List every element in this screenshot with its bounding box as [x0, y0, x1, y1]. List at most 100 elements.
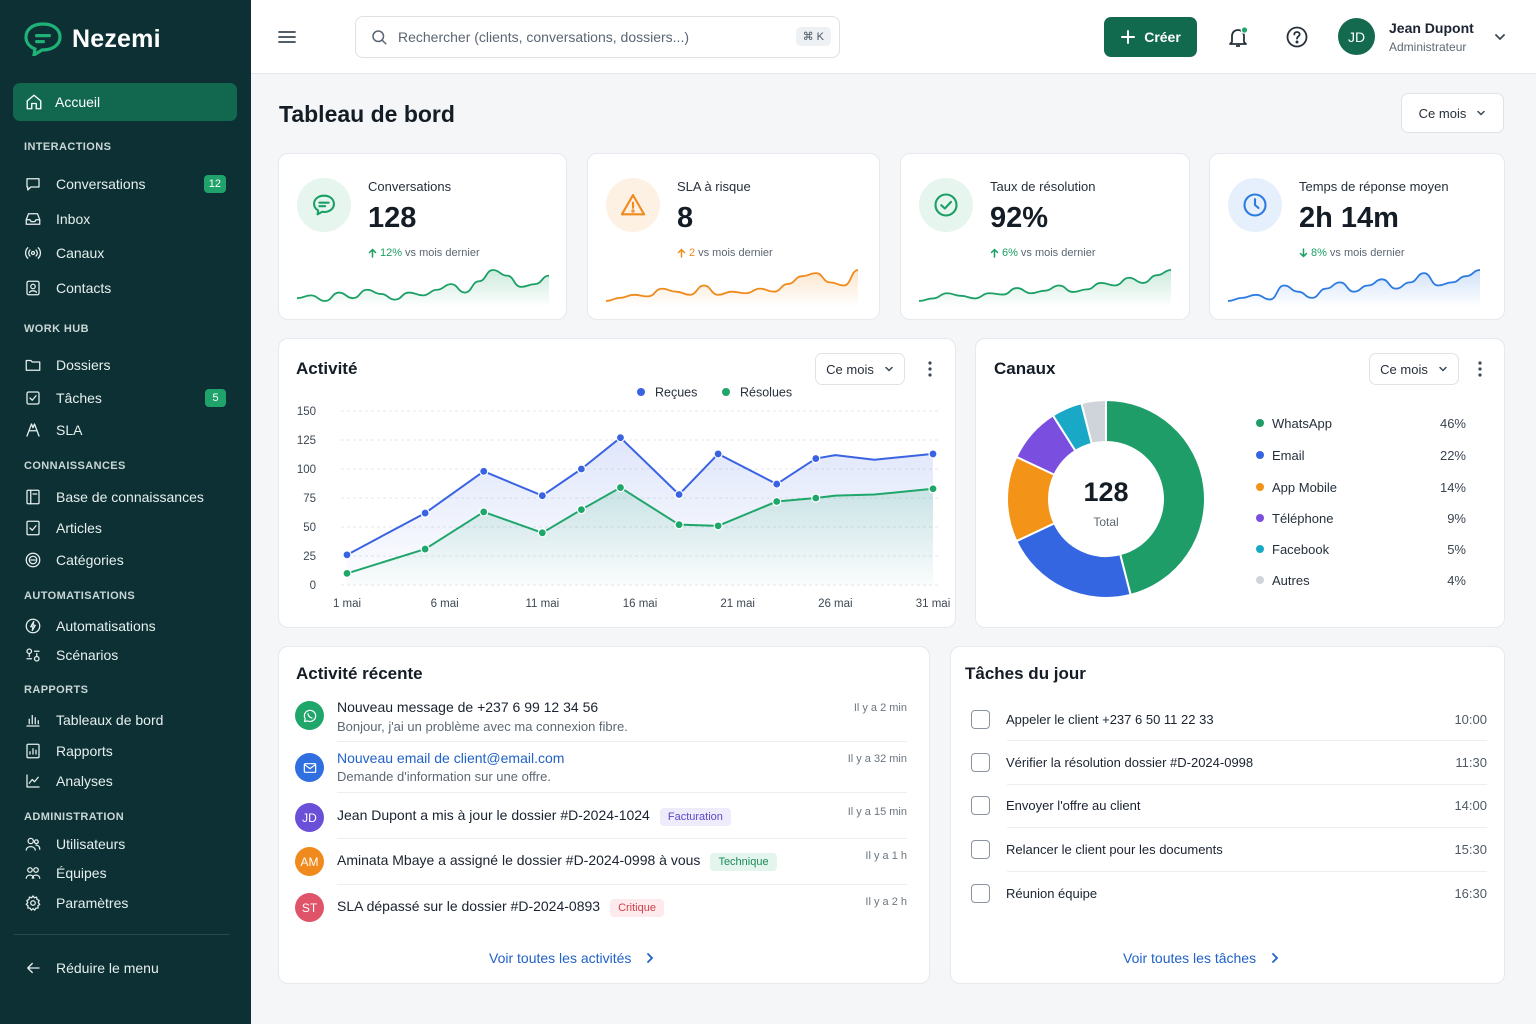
kpi-value: 128: [368, 202, 417, 234]
task-checkbox[interactable]: [971, 752, 990, 772]
kpi-icon-badge: [919, 178, 973, 232]
kpi-card[interactable]: Temps de réponse moyen 2h 14m 8% vs mois …: [1209, 153, 1505, 320]
clock-icon: [1243, 193, 1267, 217]
user-avatar[interactable]: JD: [1338, 18, 1375, 55]
sidebar-item-utilisateurs[interactable]: Utilisateurs: [24, 832, 226, 856]
activity-item[interactable]: JD Jean Dupont a mis à jour le dossier #…: [295, 803, 907, 843]
data-point[interactable]: [342, 568, 352, 578]
data-point[interactable]: [772, 479, 782, 489]
sidebar-item-rapports[interactable]: Rapports: [24, 739, 226, 763]
data-point[interactable]: [811, 453, 821, 464]
sidebar-item-tableaux-de-bord[interactable]: Tableaux de bord: [24, 708, 226, 732]
sidebar-item-equipes[interactable]: Équipes: [24, 861, 226, 885]
data-point[interactable]: [713, 521, 723, 531]
channel-legend-item[interactable]: App Mobile 14%: [1256, 477, 1466, 497]
channels-period-select[interactable]: Ce mois: [1369, 353, 1459, 385]
data-point[interactable]: [674, 520, 684, 530]
data-point[interactable]: [928, 484, 938, 494]
sidebar-item-inbox[interactable]: Inbox: [24, 207, 226, 231]
task-item[interactable]: Appeler le client +237 6 50 11 22 33 10:…: [971, 707, 1487, 731]
task-checkbox[interactable]: [971, 795, 990, 815]
more-options-icon[interactable]: [922, 360, 938, 378]
donut-slice[interactable]: [1015, 521, 1132, 599]
sidebar-item-label: Tableaux de bord: [56, 712, 164, 728]
data-point[interactable]: [420, 508, 430, 518]
activity-title-row: Aminata Mbaye a assigné le dossier #D-20…: [337, 852, 777, 871]
data-point[interactable]: [713, 449, 723, 459]
sidebar-item-contacts[interactable]: Contacts: [24, 276, 226, 300]
arrow-left-icon: [27, 962, 40, 974]
row-divider: [337, 884, 907, 885]
activity-item[interactable]: Nouveau email de client@email.com Demand…: [295, 750, 907, 790]
channel-legend-item[interactable]: Email 22%: [1256, 445, 1466, 465]
sidebar-item-taches[interactable]: Tâches 5: [24, 386, 226, 410]
data-point[interactable]: [576, 505, 586, 515]
sidebar-item-canaux[interactable]: Canaux: [24, 241, 226, 265]
channel-legend-item[interactable]: Facebook 5%: [1256, 539, 1466, 559]
kpi-card[interactable]: SLA à risque 8 2 vs mois dernier: [587, 153, 880, 320]
task-checkbox[interactable]: [971, 883, 990, 903]
activity-period-select[interactable]: Ce mois: [815, 353, 905, 385]
activity-item[interactable]: AM Aminata Mbaye a assigné le dossier #D…: [295, 847, 907, 887]
task-checkbox[interactable]: [971, 839, 990, 859]
sidebar-item-categories[interactable]: Catégories: [24, 548, 226, 572]
donut-slice[interactable]: [1080, 399, 1107, 446]
data-point[interactable]: [576, 464, 586, 474]
sidebar-item-conversations[interactable]: Conversations 12: [24, 172, 226, 196]
search-bar[interactable]: ⌘ K: [355, 16, 840, 58]
task-time: 11:30: [1455, 754, 1487, 770]
data-point[interactable]: [615, 482, 626, 493]
data-point[interactable]: [615, 433, 626, 443]
data-point[interactable]: [674, 489, 684, 500]
sidebar-item-sla[interactable]: SLA: [24, 418, 226, 442]
task-item[interactable]: Réunion équipe 16:30: [971, 881, 1487, 905]
menu-icon[interactable]: [277, 27, 297, 47]
sidebar-item-analyses[interactable]: Analyses: [24, 769, 226, 793]
donut-slice[interactable]: [1105, 399, 1206, 597]
channel-legend-item[interactable]: WhatsApp 46%: [1256, 413, 1466, 433]
task-item[interactable]: Vérifier la résolution dossier #D-2024-0…: [971, 750, 1487, 774]
bell-icon[interactable]: [1226, 25, 1250, 49]
more-options-icon[interactable]: [1472, 360, 1488, 378]
task-item[interactable]: Envoyer l'offre au client 14:00: [971, 793, 1487, 817]
help-icon[interactable]: [1285, 25, 1309, 49]
kpi-card[interactable]: Conversations 128 12% vs mois dernier: [278, 153, 567, 320]
sidebar-item-scenarios[interactable]: Scénarios: [24, 643, 226, 667]
activity-item[interactable]: Nouveau message de +237 6 99 12 34 56 Bo…: [295, 699, 907, 739]
sidebar-section-title: AUTOMATISATIONS: [24, 590, 136, 602]
kpi-icon-badge: [1228, 178, 1282, 232]
period-select[interactable]: Ce mois: [1401, 93, 1504, 133]
data-point[interactable]: [772, 496, 782, 507]
task-checkbox[interactable]: [971, 709, 990, 729]
create-button[interactable]: Créer: [1104, 17, 1197, 57]
sidebar-item-accueil[interactable]: Accueil: [13, 83, 237, 121]
sidebar-item-automatisations[interactable]: Automatisations: [24, 614, 226, 638]
channel-legend-item[interactable]: Autres 4%: [1256, 570, 1466, 590]
legend-marker: [1256, 451, 1264, 459]
collapse-menu-button[interactable]: Réduire le menu: [24, 956, 226, 980]
sidebar-item-parametres[interactable]: Paramètres: [24, 891, 226, 915]
kpi-card[interactable]: Taux de résolution 92% 6% vs mois dernier: [900, 153, 1190, 320]
data-point[interactable]: [420, 544, 430, 554]
channel-legend-item[interactable]: Téléphone 9%: [1256, 508, 1466, 528]
data-point[interactable]: [342, 550, 352, 560]
activity-item[interactable]: ST SLA dépassé sur le dossier #D-2024-08…: [295, 893, 907, 933]
sidebar-item-dossiers[interactable]: Dossiers: [24, 353, 226, 377]
sidebar-item-articles[interactable]: Articles: [24, 516, 226, 540]
data-point[interactable]: [537, 528, 547, 538]
task-item[interactable]: Relancer le client pour les documents 15…: [971, 837, 1487, 861]
data-point[interactable]: [537, 491, 547, 501]
sidebar-item-base-de-connaissances[interactable]: Base de connaissances: [24, 485, 226, 509]
data-point[interactable]: [479, 466, 489, 476]
view-all-activities-link[interactable]: Voir toutes les activités: [489, 950, 655, 966]
app-logo[interactable]: Nezemi: [24, 22, 161, 56]
user-name[interactable]: Jean Dupont: [1389, 20, 1474, 36]
sidebar-section-title: WORK HUB: [24, 323, 89, 335]
data-point[interactable]: [479, 507, 489, 517]
data-point[interactable]: [811, 493, 821, 503]
view-all-tasks-link[interactable]: Voir toutes les tâches: [1123, 950, 1280, 966]
search-input[interactable]: [398, 29, 778, 45]
data-point[interactable]: [928, 449, 938, 459]
avatar-initials: AM: [300, 854, 319, 869]
chevron-down-icon[interactable]: [1493, 30, 1507, 44]
